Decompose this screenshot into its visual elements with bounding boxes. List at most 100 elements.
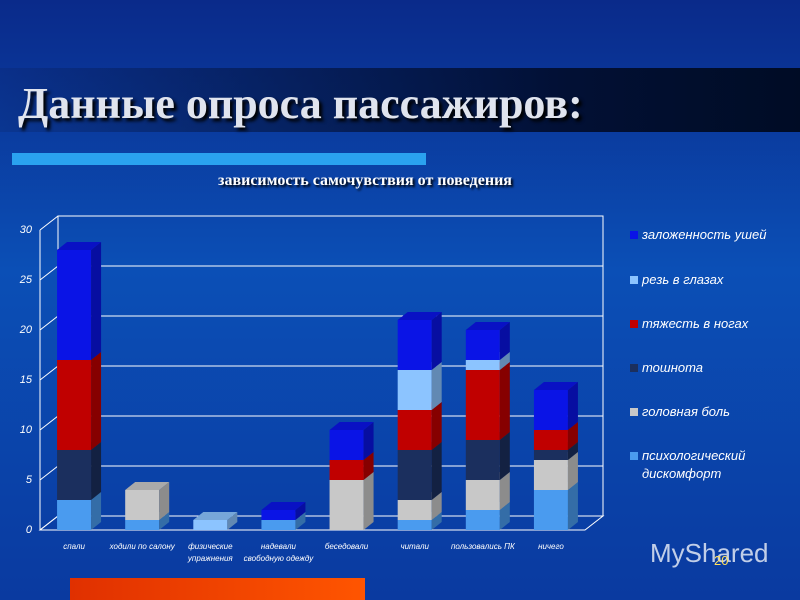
bar-top [57, 242, 102, 250]
bar [125, 490, 160, 520]
bar-side [499, 432, 510, 480]
bar-side [499, 352, 510, 370]
bar-side [91, 442, 102, 500]
grid-line-side [39, 315, 59, 331]
bar [397, 410, 432, 450]
bar [465, 440, 500, 480]
bar-side [431, 442, 442, 500]
bar-side [91, 492, 102, 530]
bar [465, 480, 500, 510]
legend-swatch [630, 320, 638, 328]
bar [397, 500, 432, 520]
bar-side [295, 512, 306, 530]
bar-side [499, 472, 510, 510]
bar [261, 510, 296, 520]
bar [125, 520, 160, 530]
bar [397, 370, 432, 410]
bar [397, 320, 432, 370]
bar-top [465, 322, 510, 330]
bar [397, 520, 432, 530]
floor [38, 515, 605, 531]
chart-title: зависимость самочувствия от поведения [218, 172, 512, 189]
bar [261, 520, 296, 530]
bar-side [567, 452, 578, 490]
legend-entry: тяжесть в ногах [630, 315, 795, 333]
legend-swatch [630, 276, 638, 284]
bottom-bar [70, 578, 365, 600]
x-tick-label: ничего [538, 542, 564, 551]
bar-side [363, 422, 374, 460]
bar [533, 490, 568, 530]
grid-line-side [39, 415, 59, 431]
bar [57, 500, 92, 530]
bar [465, 370, 500, 440]
x-tick-label: надевали свободную одежду [243, 542, 314, 563]
bar-top [125, 482, 170, 490]
bar-side [567, 482, 578, 530]
bar [57, 250, 92, 360]
bar [533, 430, 568, 450]
y-tick-label: 15 [20, 374, 33, 386]
bar-top [533, 382, 578, 390]
bar-side [159, 482, 170, 520]
legend-entry: заложенность ушей [630, 226, 795, 244]
x-tick-label: пользовались ПК [450, 542, 515, 551]
grid-line-side [39, 365, 59, 381]
grid-line-side [39, 215, 59, 231]
legend-label: психологический дискомфорт [642, 448, 746, 481]
bar [57, 450, 92, 500]
bar [465, 510, 500, 530]
bar-side [363, 452, 374, 480]
bar [329, 480, 364, 530]
legend-label: тяжесть в ногах [642, 316, 749, 331]
legend-swatch [630, 408, 638, 416]
bar-side [567, 382, 578, 430]
bar-side [295, 502, 306, 520]
legend-label: заложенность ушей [642, 227, 767, 242]
bar-side [499, 362, 510, 440]
bar-side [567, 442, 578, 460]
x-tick-label: ходили по салону [109, 542, 175, 551]
bar-top [193, 512, 238, 520]
bar-side [431, 492, 442, 520]
y-tick-label: 25 [19, 274, 33, 286]
bar-side [363, 472, 374, 530]
legend-label: тошнота [642, 360, 704, 375]
y-tick-label: 0 [26, 524, 33, 536]
grid-line-side [39, 265, 59, 281]
bar [465, 360, 500, 370]
page-number: 20 [714, 553, 729, 568]
legend-label: резь в глазах [642, 272, 724, 287]
x-tick-label: спали [63, 542, 85, 551]
x-tick-label: беседовали [324, 542, 369, 551]
bar-side [91, 242, 102, 360]
y-tick-label: 10 [20, 424, 33, 436]
bar-side [431, 312, 442, 370]
bar-top [397, 312, 442, 320]
x-tick-label: физические упражнения [187, 542, 233, 563]
title-band [0, 68, 800, 132]
grid-line-side [39, 515, 59, 531]
legend-entry: психологический дискомфорт [630, 447, 795, 483]
grid-line-side [39, 465, 59, 481]
bar-side [159, 512, 170, 530]
legend-entry: резь в глазах [630, 271, 795, 289]
legend-entry: тошнота [630, 359, 795, 377]
legend-swatch [630, 452, 638, 460]
legend-label: головная боль [642, 404, 730, 419]
bar [57, 360, 92, 450]
bar-side [431, 402, 442, 450]
y-tick-label: 20 [19, 324, 33, 336]
bar-side [499, 322, 510, 360]
bar [533, 460, 568, 490]
x-tick-label: читали [400, 542, 429, 551]
bar [397, 450, 432, 500]
bar-side [227, 512, 238, 530]
slide-title: Данные опроса пассажиров: [18, 79, 583, 128]
bar-top [329, 422, 374, 430]
bar [193, 520, 228, 530]
underline [12, 153, 426, 165]
bar-side [91, 352, 102, 450]
y-tick-label: 5 [26, 474, 33, 486]
bar-side [499, 502, 510, 530]
